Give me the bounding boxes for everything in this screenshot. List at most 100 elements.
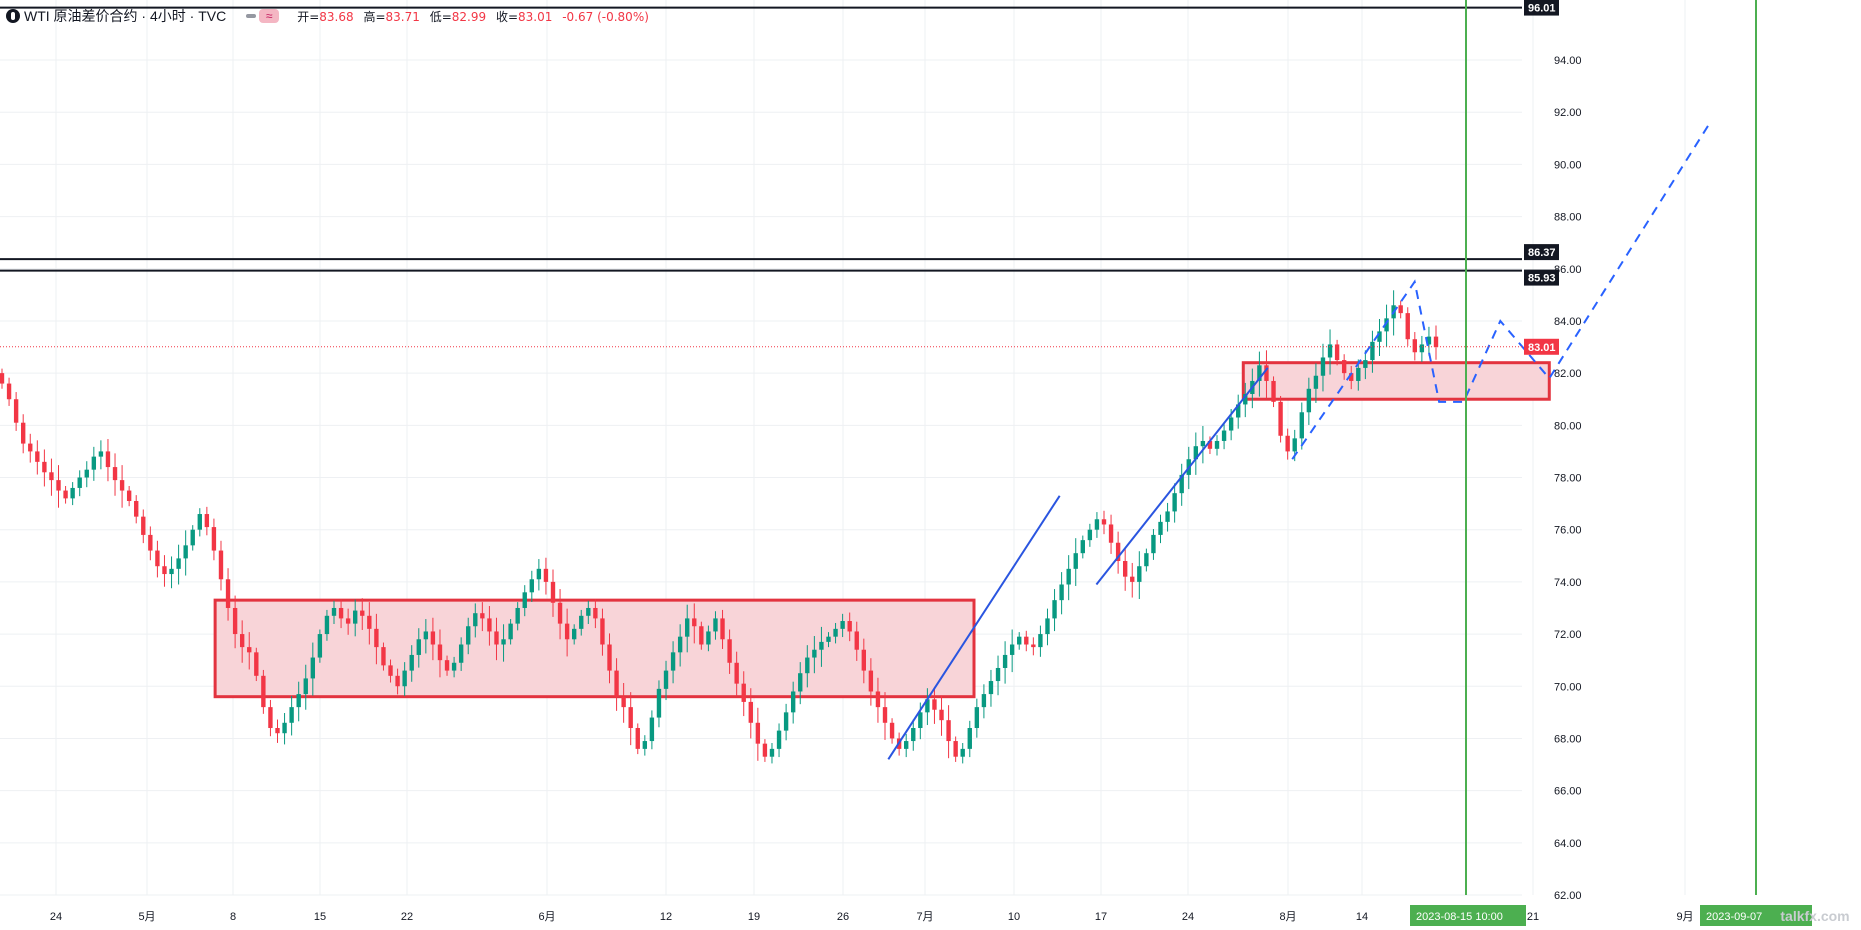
candle-body: [275, 728, 280, 734]
candle-body: [183, 545, 188, 559]
candle-body: [374, 628, 379, 648]
x-tick-label: 21: [1527, 911, 1539, 923]
candle-body: [1045, 618, 1050, 635]
candle-body: [63, 490, 68, 499]
candle-body: [1384, 318, 1389, 332]
candle-body: [1080, 540, 1085, 554]
candle-body: [981, 694, 987, 708]
candle-body: [409, 654, 414, 671]
close-value: 83.01: [518, 9, 553, 24]
candle-body: [1017, 636, 1022, 645]
candle-body: [239, 634, 245, 648]
candle-body: [635, 728, 640, 749]
candle-body: [1115, 542, 1121, 562]
candle-body: [21, 422, 26, 444]
y-tick-label: 62.00: [1554, 890, 1582, 902]
date-tag: [1410, 905, 1526, 926]
candle-body: [642, 741, 648, 749]
candle-body: [769, 748, 775, 757]
level-tag-label: 96.01: [1528, 3, 1556, 15]
open-label: 开=: [297, 9, 320, 24]
candle-body: [1101, 519, 1107, 525]
date-tag: [1700, 905, 1812, 926]
candle-body: [331, 607, 337, 616]
candle-body: [543, 568, 549, 582]
candle-body: [218, 550, 224, 580]
candle-body: [49, 472, 54, 481]
x-tick-label: 8: [230, 911, 236, 923]
x-tick-label: 24: [50, 911, 62, 923]
candle-body: [1122, 561, 1128, 577]
candle-body: [56, 480, 61, 491]
candle-body: [473, 613, 478, 627]
candle-body: [225, 579, 231, 608]
candles: [0, 290, 1439, 764]
candle-body: [918, 712, 923, 729]
candle-body: [798, 673, 803, 692]
candle-body: [1285, 435, 1290, 452]
candle-body: [437, 644, 443, 661]
x-tick-label: 12: [660, 911, 672, 923]
projection-path: [1291, 124, 1710, 460]
candle-body: [875, 691, 881, 708]
candle-body: [854, 631, 859, 650]
x-tick-label: 8月: [1279, 911, 1296, 923]
candle-body: [1398, 305, 1403, 314]
candle-body: [748, 701, 753, 723]
candle-body: [1193, 446, 1199, 460]
candle-body: [388, 665, 393, 676]
candle-body: [338, 607, 344, 619]
candle-body: [1313, 375, 1319, 389]
candle-body: [345, 618, 351, 624]
candle-body: [310, 657, 316, 679]
axes: 62.00 64.00 66.00 68.00 70.00 72.00 74.00 76.00…: [50, 0, 1850, 926]
candle-body: [423, 631, 429, 640]
candle-body: [190, 529, 195, 546]
candle-body: [649, 717, 655, 742]
candle-body: [13, 399, 19, 423]
candle-body: [628, 707, 633, 729]
candle-body: [783, 712, 789, 731]
y-tick-label: 88.00: [1554, 212, 1582, 224]
high-value: 83.71: [385, 9, 420, 24]
candle-body: [458, 644, 464, 663]
candle-body: [1236, 404, 1241, 418]
candle-body: [946, 720, 951, 742]
candle-body: [1264, 365, 1269, 381]
candle-body: [1271, 380, 1276, 402]
candle-body: [600, 618, 605, 645]
candle-body: [261, 675, 266, 708]
compare-toggle-icon[interactable]: ≈: [246, 9, 280, 23]
candle-body: [77, 477, 82, 488]
candle-body: [536, 568, 542, 580]
candle-body: [1426, 336, 1432, 345]
candle-body: [713, 618, 718, 632]
candle-body: [1087, 529, 1093, 541]
candle-body: [1108, 524, 1114, 543]
candle-body: [197, 514, 202, 530]
candle-body: [176, 558, 181, 569]
candle-body: [1094, 519, 1100, 530]
change-value: -0.67 (-0.80%): [562, 9, 649, 24]
trendline: [887, 495, 1061, 760]
candle-body: [1221, 430, 1227, 441]
candle-body: [416, 639, 421, 655]
candle-body: [1031, 644, 1036, 648]
candle-body: [840, 621, 845, 629]
high-label: 高=: [363, 9, 386, 24]
candle-body: [268, 707, 273, 729]
candle-body: [141, 516, 146, 535]
x-tick-label: 5月: [138, 911, 155, 923]
candle-body: [254, 652, 259, 676]
candle-body: [550, 581, 556, 603]
candle-body: [169, 568, 174, 575]
candle-body: [762, 743, 768, 757]
candle-body: [1151, 534, 1156, 554]
candle-body: [706, 631, 711, 645]
x-tick-label: 6月: [538, 911, 555, 923]
drawings: [0, 0, 1757, 895]
symbol-title[interactable]: WTI 原油差价合约 · 4小时 · TVC: [24, 8, 227, 24]
candle-body: [98, 451, 104, 457]
x-tick-label: 15: [314, 911, 326, 923]
